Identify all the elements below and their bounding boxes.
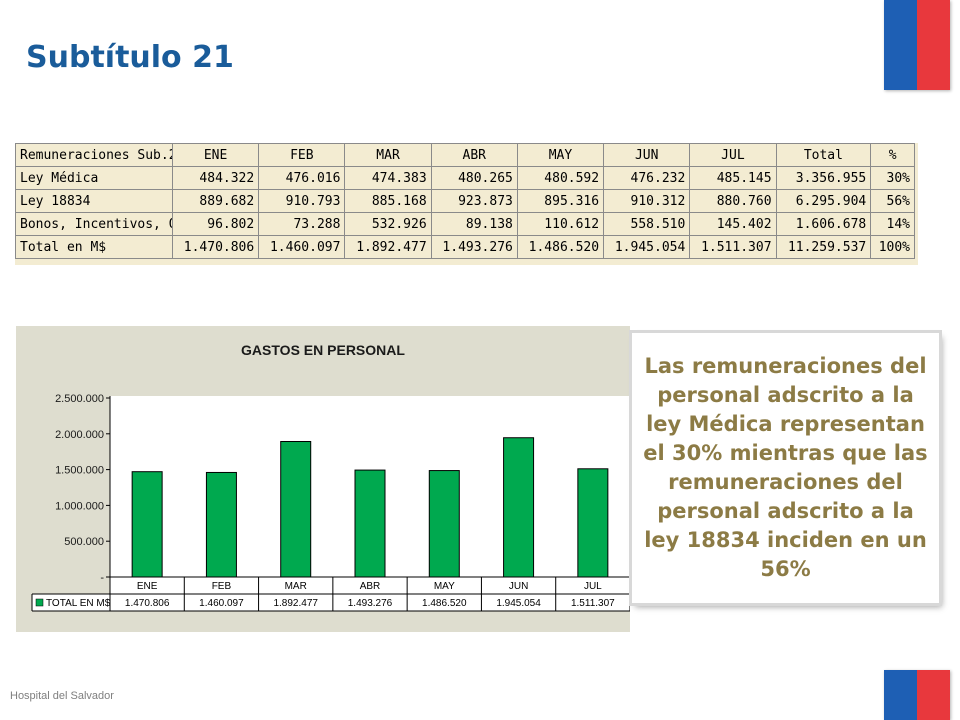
data-table-cat-bg [110,577,630,594]
table-cell: % [870,143,915,167]
y-tick-label: - [100,572,104,584]
table-cell: 558.510 [603,212,691,236]
table-cell: 910.312 [603,189,691,213]
table-row-label: Bonos, Incentivos, Otros [15,212,173,236]
table-cell: JUN [603,143,691,167]
table-cell: 145.402 [689,212,777,236]
chile-flag-logo-top [884,0,950,90]
remuneraciones-table: Remuneraciones Sub.21 ENE FEB MAR ABR MAY JUN J… [15,143,915,259]
callout-box: Las remuneraciones del personal adscrito… [632,333,939,603]
table-cell: 480.265 [430,166,518,190]
x-tick-label: FEB [212,581,232,592]
bar [131,471,163,578]
table-cell: 880.760 [689,189,777,213]
table-cell: MAR [344,143,432,167]
table-cell: 56% [870,189,915,213]
table-cell: 6.295.904 [775,189,872,213]
table-cell: 1.892.477 [344,235,432,259]
remuneraciones-table-panel: Remuneraciones Sub.21 ENE FEB MAR ABR MAY JUN J… [15,143,918,265]
table-cell: 73.288 [258,212,346,236]
y-tick-label: 1.500.000 [55,465,104,477]
table-cell: 30% [870,166,915,190]
y-tick-label: 2.000.000 [55,429,104,441]
table-cell: 89.138 [430,212,518,236]
table-cell: 484.322 [171,166,260,190]
y-tick-label: 500.000 [64,536,104,548]
table-cell: 476.016 [258,166,346,190]
data-label: 1.892.477 [273,598,318,609]
table-cell: 1.945.054 [603,235,691,259]
table-row: Total en M$ 1.470.806 1.460.097 1.892.477 1.… [15,235,915,259]
x-tick-label: MAR [285,581,307,592]
x-tick-label: JUL [584,581,602,592]
table-cell: 480.592 [516,166,605,190]
callout-text: Las remuneraciones del personal adscrito… [643,354,928,581]
table-row-label: Remuneraciones Sub.21 [15,143,173,167]
table-cell: 1.493.276 [430,235,518,259]
table-cell: 100% [870,235,915,259]
data-label: 1.945.054 [496,598,541,609]
table-cell: 96.802 [171,212,260,236]
chile-flag-logo-bottom [884,670,950,720]
table-cell: 532.926 [344,212,432,236]
footer-text: Hospital del Salvador [10,690,114,702]
gastos-chart-panel: GASTOS EN PERSONAL - 500.000 1.000.000 1.50… [16,326,630,632]
table-cell: 485.145 [689,166,777,190]
x-tick-label: ENE [137,581,158,592]
x-tick-label: ABR [360,581,381,592]
bar [577,468,609,578]
table-header-row: Remuneraciones Sub.21 ENE FEB MAR ABR MAY JUN J… [15,143,915,167]
table-cell: 14% [870,212,915,236]
x-tick-label: JUN [509,581,528,592]
table-cell: 1.606.678 [775,212,872,236]
bar [205,471,237,578]
table-cell: 885.168 [344,189,432,213]
y-tick-label: 1.000.000 [55,500,104,512]
legend-label: TOTAL EN M$ [46,598,111,609]
table-cell: 1.486.520 [516,235,605,259]
table-cell: FEB [258,143,346,167]
table-cell: 895.316 [516,189,605,213]
table-cell: ABR [430,143,518,167]
bar [354,469,386,578]
table-cell: 889.682 [171,189,260,213]
table-cell: 110.612 [516,212,605,236]
table-cell: 1.460.097 [258,235,346,259]
table-row: Bonos, Incentivos, Otros96.80273.288532.… [15,212,915,236]
table-cell: MAY [516,143,605,167]
data-label: 1.511.307 [571,598,615,609]
table-cell: Total [775,143,872,167]
table-cell: 476.232 [603,166,691,190]
table-cell: 474.383 [344,166,432,190]
table-cell: 1.470.806 [171,235,260,259]
table-cell: JUL [689,143,777,167]
table-cell: 11.259.537 [775,235,872,259]
data-label: 1.486.520 [422,598,467,609]
table-row: Ley Médica 484.322 476.016 474.383 480.265 48… [15,166,915,190]
x-tick-label: MAY [434,581,455,592]
slide-title: Subtítulo 21 [26,40,234,75]
table-row: Ley 18834 889.682 910.793 885.168 923.873 895… [15,189,915,213]
table-row-label: Ley Médica [15,166,173,190]
table-cell: ENE [171,143,260,167]
chart-title: GASTOS EN PERSONAL [241,342,405,358]
y-tick-label: 2.500.000 [55,393,104,405]
table-cell: 910.793 [258,189,346,213]
data-label: 1.493.276 [348,598,393,609]
bar [503,437,535,578]
bar [428,470,460,578]
data-label: 1.460.097 [199,598,244,609]
table-row-label: Ley 18834 [15,189,173,213]
data-label: 1.470.806 [125,598,170,609]
table-cell: 3.356.955 [775,166,872,190]
gastos-bar-chart: - 500.000 1.000.000 1.500.000 2.000.000 2.500… [31,393,630,612]
legend-key [35,598,44,607]
table-cell: 923.873 [430,189,518,213]
data-table-bg [32,594,630,611]
table-cell: 1.511.307 [689,235,777,259]
table-row-label: Total en M$ [15,235,173,259]
bar [280,440,312,578]
